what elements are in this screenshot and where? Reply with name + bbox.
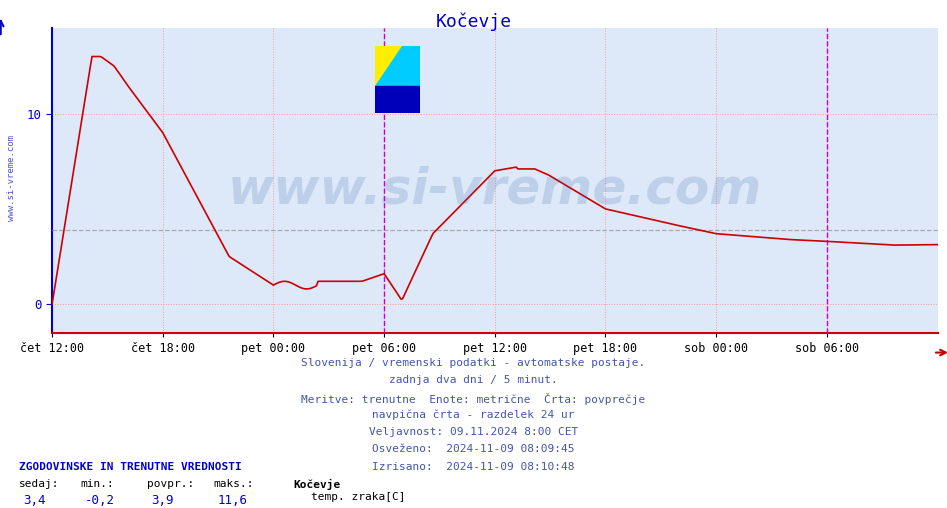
Text: Slovenija / vremenski podatki - avtomatske postaje.: Slovenija / vremenski podatki - avtomats… [301,358,646,368]
Text: Meritve: trenutne  Enote: metrične  Črta: povprečje: Meritve: trenutne Enote: metrične Črta: … [301,393,646,405]
Text: sedaj:: sedaj: [19,479,60,489]
Text: www.si-vreme.com: www.si-vreme.com [227,166,762,213]
Text: 11,6: 11,6 [218,494,248,507]
Text: 3,4: 3,4 [24,494,46,507]
Text: maks.:: maks.: [213,479,254,489]
Text: Kočevje: Kočevje [294,479,341,490]
Text: navpična črta - razdelek 24 ur: navpična črta - razdelek 24 ur [372,410,575,421]
Text: povpr.:: povpr.: [147,479,194,489]
Text: Osveženo:  2024-11-09 08:09:45: Osveženo: 2024-11-09 08:09:45 [372,444,575,455]
Text: Izrisano:  2024-11-09 08:10:48: Izrisano: 2024-11-09 08:10:48 [372,462,575,472]
Text: -0,2: -0,2 [85,494,116,507]
Text: ZGODOVINSKE IN TRENUTNE VREDNOSTI: ZGODOVINSKE IN TRENUTNE VREDNOSTI [19,462,241,472]
Text: 3,9: 3,9 [152,494,174,507]
Text: temp. zraka[C]: temp. zraka[C] [311,492,405,502]
Bar [375,86,420,113]
Text: Kočevje: Kočevje [436,13,511,31]
Text: zadnja dva dni / 5 minut.: zadnja dva dni / 5 minut. [389,375,558,386]
Text: www.si-vreme.com: www.si-vreme.com [7,135,16,221]
Polygon shape [375,46,420,86]
Text: min.:: min.: [80,479,115,489]
Polygon shape [375,46,402,86]
Text: Veljavnost: 09.11.2024 8:00 CET: Veljavnost: 09.11.2024 8:00 CET [369,427,578,437]
